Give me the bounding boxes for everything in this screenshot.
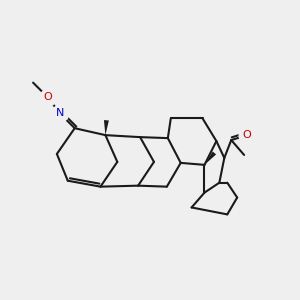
Polygon shape — [205, 152, 216, 165]
Text: N: N — [56, 108, 64, 118]
Text: O: O — [44, 92, 52, 103]
Text: O: O — [243, 130, 251, 140]
Polygon shape — [104, 120, 109, 135]
